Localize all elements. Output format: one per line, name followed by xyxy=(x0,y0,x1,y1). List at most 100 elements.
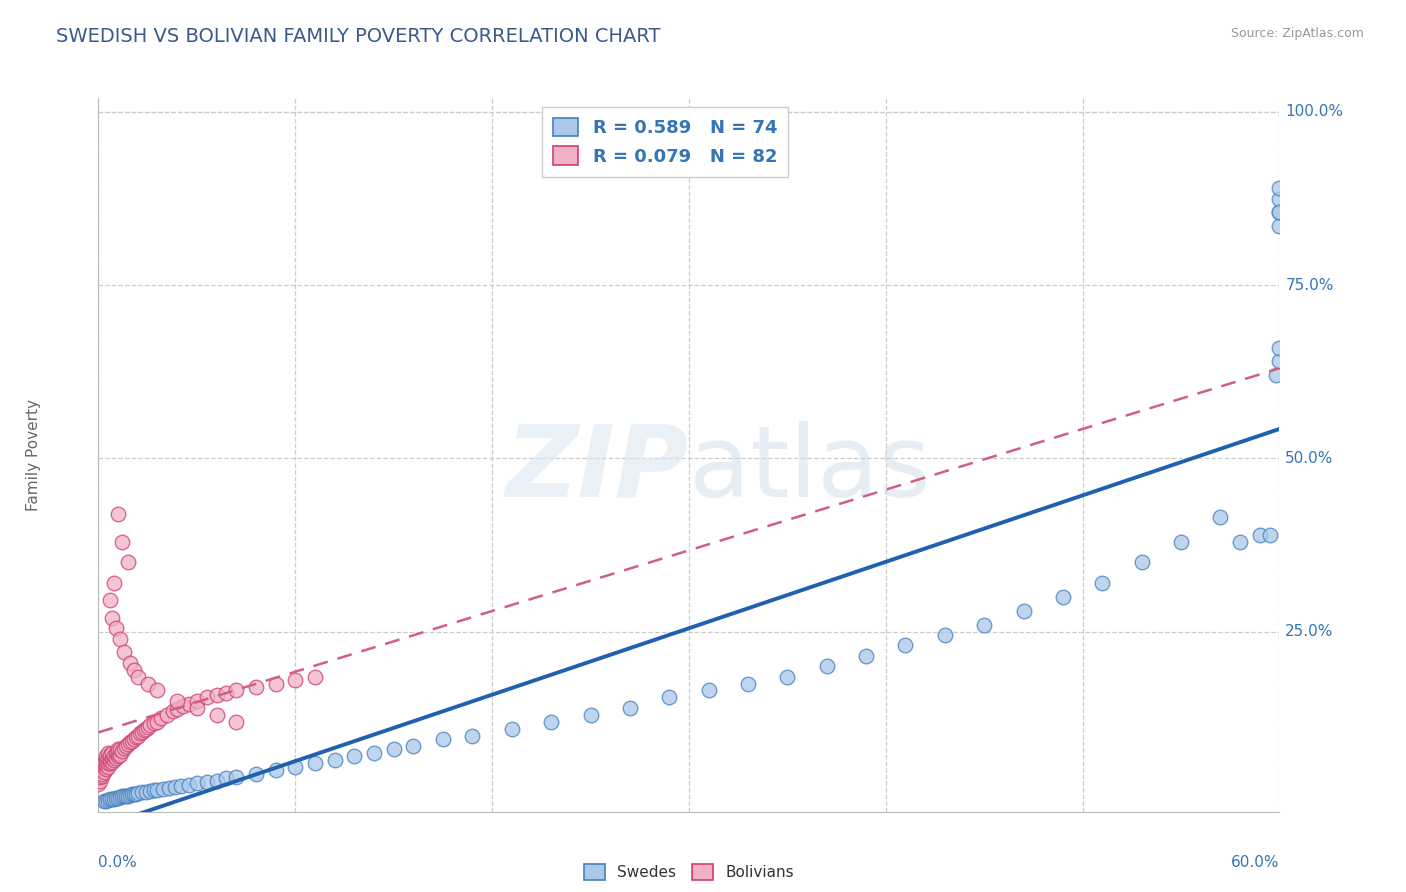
Point xyxy=(101,611,124,625)
Point xyxy=(284,673,307,687)
Point xyxy=(107,790,129,805)
Point xyxy=(162,704,184,718)
Point xyxy=(142,716,165,731)
Point xyxy=(117,737,139,751)
Point xyxy=(1130,555,1153,569)
Point xyxy=(108,632,131,646)
Point xyxy=(1264,368,1286,383)
Text: 75.0%: 75.0% xyxy=(1285,277,1334,293)
Point xyxy=(186,694,208,708)
Point xyxy=(215,772,238,786)
Point xyxy=(97,760,120,774)
Point xyxy=(112,789,135,804)
Point xyxy=(105,790,128,805)
Point xyxy=(1268,341,1291,355)
Point xyxy=(127,729,149,743)
Point xyxy=(107,742,129,756)
Point xyxy=(111,789,134,804)
Point xyxy=(1209,510,1232,524)
Point xyxy=(103,749,125,764)
Point xyxy=(152,781,174,796)
Text: 50.0%: 50.0% xyxy=(1285,450,1334,466)
Point xyxy=(1268,354,1291,368)
Text: 0.0%: 0.0% xyxy=(98,855,138,870)
Text: SWEDISH VS BOLIVIAN FAMILY POVERTY CORRELATION CHART: SWEDISH VS BOLIVIAN FAMILY POVERTY CORRE… xyxy=(56,27,661,45)
Point xyxy=(108,747,131,762)
Point xyxy=(108,742,131,756)
Point xyxy=(166,702,188,716)
Point xyxy=(87,777,110,791)
Point xyxy=(96,749,118,764)
Point xyxy=(131,785,153,799)
Point xyxy=(363,746,385,760)
Point xyxy=(343,749,366,764)
Point xyxy=(579,707,602,722)
Point xyxy=(658,690,681,705)
Point xyxy=(115,789,138,803)
Point xyxy=(125,730,148,744)
Point xyxy=(105,750,128,764)
Point xyxy=(135,784,157,798)
Point xyxy=(121,734,143,748)
Text: Source: ZipAtlas.com: Source: ZipAtlas.com xyxy=(1230,27,1364,40)
Point xyxy=(98,593,121,607)
Point xyxy=(96,753,118,767)
Point xyxy=(111,534,134,549)
Point xyxy=(855,648,877,663)
Point xyxy=(89,773,111,788)
Point xyxy=(225,770,247,784)
Point xyxy=(1052,590,1074,604)
Point xyxy=(101,746,124,760)
Point xyxy=(108,790,131,805)
Point xyxy=(934,628,956,642)
Point xyxy=(111,744,134,758)
Point xyxy=(122,731,145,746)
Legend: Swedes, Bolivians: Swedes, Bolivians xyxy=(578,858,800,886)
Point xyxy=(112,741,135,756)
Point xyxy=(107,746,129,760)
Point xyxy=(122,788,145,802)
Point xyxy=(107,507,129,521)
Point xyxy=(118,735,141,749)
Point xyxy=(98,753,121,767)
Point xyxy=(98,792,121,806)
Point xyxy=(150,711,173,725)
Point xyxy=(1268,205,1291,219)
Point xyxy=(97,756,120,771)
Point xyxy=(501,722,523,736)
Point xyxy=(128,726,150,740)
Point xyxy=(127,786,149,800)
Point xyxy=(177,698,200,712)
Point xyxy=(1268,181,1291,195)
Point xyxy=(117,789,139,803)
Point xyxy=(98,747,121,762)
Point xyxy=(195,775,218,789)
Point xyxy=(118,656,141,670)
Text: 25.0%: 25.0% xyxy=(1285,624,1334,639)
Point xyxy=(107,749,129,764)
Point xyxy=(91,769,114,783)
Point xyxy=(170,779,193,793)
Point xyxy=(1268,205,1291,219)
Text: 100.0%: 100.0% xyxy=(1285,104,1343,120)
Point xyxy=(815,659,838,673)
Point xyxy=(225,683,247,698)
Point xyxy=(1268,219,1291,234)
Point xyxy=(205,773,228,788)
Point xyxy=(142,783,165,797)
Point xyxy=(93,794,115,808)
Point xyxy=(1012,604,1035,618)
Point xyxy=(1091,576,1114,591)
Point xyxy=(540,714,562,729)
Point xyxy=(91,766,114,780)
Point xyxy=(118,788,141,802)
Point xyxy=(284,760,307,774)
Point xyxy=(121,788,143,802)
Point xyxy=(186,700,208,714)
Point xyxy=(96,794,118,808)
Point xyxy=(432,731,454,746)
Text: 60.0%: 60.0% xyxy=(1232,855,1279,870)
Point xyxy=(177,778,200,792)
Point xyxy=(93,756,115,771)
Point xyxy=(172,699,194,714)
